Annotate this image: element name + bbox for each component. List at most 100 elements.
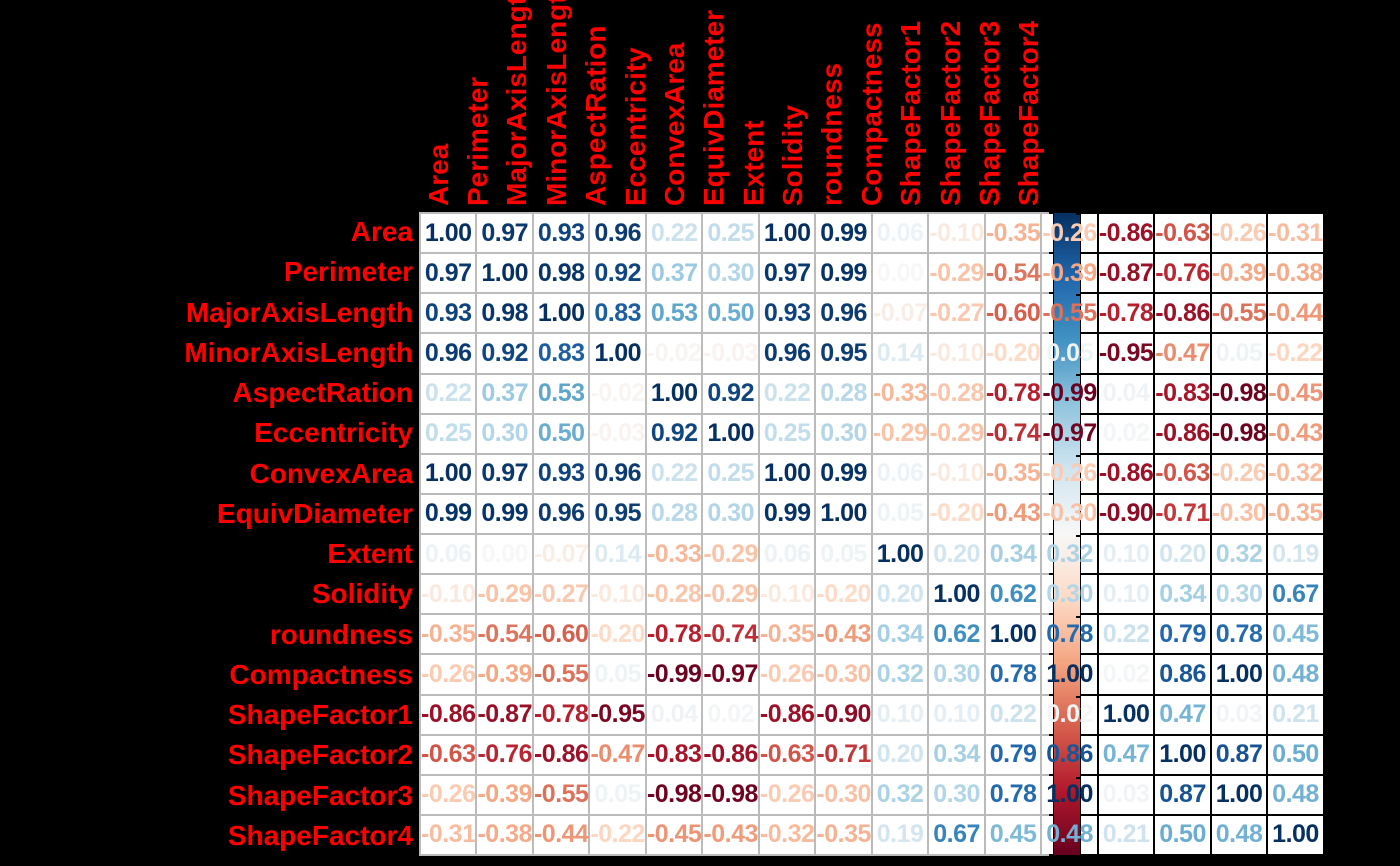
matrix-cell: -0.35 <box>985 454 1041 493</box>
matrix-cell: 0.10 <box>1098 575 1154 614</box>
matrix-cell: 0.86 <box>1042 735 1097 774</box>
correlation-value: 0.05 <box>876 499 924 528</box>
correlation-value: -0.22 <box>590 820 645 849</box>
matrix-cell: -0.86 <box>1155 294 1210 333</box>
correlation-value: -0.10 <box>590 579 645 608</box>
correlation-value: 0.22 <box>650 218 698 247</box>
correlation-value: 0.06 <box>763 539 811 568</box>
correlation-value: -0.54 <box>985 258 1041 287</box>
matrix-cell: -0.95 <box>590 695 645 734</box>
matrix-cell: -0.63 <box>759 735 815 774</box>
correlation-value: 0.97 <box>481 218 529 247</box>
correlation-value: 0.14 <box>594 539 642 568</box>
matrix-cell: 0.50 <box>533 414 589 453</box>
matrix-cell: -0.35 <box>1268 494 1323 533</box>
correlation-value: -0.98 <box>1211 419 1267 448</box>
matrix-cell: -0.07 <box>872 294 928 333</box>
matrix-cell: 0.93 <box>421 294 476 333</box>
matrix-cell: 0.34 <box>1155 575 1210 614</box>
correlation-value: 0.79 <box>1159 619 1206 648</box>
matrix-cell: -0.99 <box>1042 374 1097 413</box>
matrix-cell: 0.97 <box>477 454 532 493</box>
matrix-cell: 0.50 <box>703 294 758 333</box>
correlation-value: -0.55 <box>1042 298 1097 327</box>
correlation-value: -0.63 <box>421 740 476 769</box>
matrix-cell: 0.78 <box>985 655 1041 694</box>
matrix-cell: 0.97 <box>421 254 476 293</box>
row-label: Compactness <box>229 658 413 690</box>
matrix-cell: 0.32 <box>872 775 928 814</box>
matrix-cell: -0.99 <box>646 655 702 694</box>
matrix-cell: -0.54 <box>985 254 1041 293</box>
matrix-cell: 0.22 <box>1098 615 1154 654</box>
matrix-cell: -0.45 <box>1268 374 1323 413</box>
matrix-cell: -0.31 <box>1268 214 1323 253</box>
matrix-cell: 0.78 <box>1042 615 1097 654</box>
correlation-value: 0.19 <box>876 820 924 849</box>
correlation-value: -0.71 <box>1155 499 1210 528</box>
correlation-value: 0.45 <box>989 820 1037 849</box>
matrix-cell: 0.20 <box>872 575 928 614</box>
matrix-cell: -0.03 <box>703 334 758 373</box>
matrix-cell: 0.45 <box>1268 615 1323 654</box>
row-label: Extent <box>327 538 413 569</box>
correlation-value: -0.78 <box>646 619 702 648</box>
matrix-cell: 0.53 <box>646 294 702 333</box>
matrix-cell: 0.32 <box>1042 535 1097 574</box>
matrix-cell: 1.00 <box>1268 815 1323 854</box>
correlation-value: 0.05 <box>594 659 642 688</box>
matrix-cell: 0.10 <box>929 695 984 734</box>
correlation-value: 0.05 <box>594 780 642 809</box>
correlation-value: 0.37 <box>650 258 698 287</box>
matrix-cell: 0.06 <box>872 454 928 493</box>
matrix-cell: 0.21 <box>1098 815 1154 854</box>
matrix-cell: 0.10 <box>872 695 928 734</box>
matrix-cell: 0.95 <box>590 494 645 533</box>
matrix-cell: 0.50 <box>1268 735 1323 774</box>
matrix-cell: 0.28 <box>816 374 871 413</box>
correlation-value: -0.55 <box>1211 298 1267 327</box>
row-label: MinorAxisLength <box>184 336 413 368</box>
correlation-value: 0.50 <box>1159 820 1206 849</box>
correlation-value: -0.31 <box>421 820 476 849</box>
correlation-value: 1.00 <box>876 539 924 568</box>
correlation-value: 0.87 <box>1159 780 1206 809</box>
matrix-cell: -0.60 <box>533 615 589 654</box>
correlation-value: 0.30 <box>707 499 754 528</box>
correlation-value: -0.35 <box>985 218 1041 247</box>
matrix-cell: -0.30 <box>1211 494 1267 533</box>
correlation-value: -0.35 <box>421 619 476 648</box>
matrix-cell: -0.87 <box>477 695 532 734</box>
correlation-value: 0.03 <box>1102 780 1150 809</box>
correlation-value: -0.02 <box>646 338 702 367</box>
matrix-cell: 0.30 <box>1042 575 1097 614</box>
matrix-cell: 1.00 <box>477 254 532 293</box>
correlation-value: 0.10 <box>933 700 980 729</box>
colorbar <box>1053 212 1081 859</box>
matrix-cell: 0.96 <box>816 294 871 333</box>
correlation-value: -0.43 <box>703 820 758 849</box>
matrix-cell: -0.02 <box>590 374 645 413</box>
correlation-value: 0.78 <box>989 780 1037 809</box>
correlation-value: -0.03 <box>590 419 645 448</box>
matrix-cell: -0.54 <box>477 615 532 654</box>
correlation-value: 0.78 <box>1215 619 1263 648</box>
correlation-value: -0.45 <box>1268 379 1323 408</box>
correlation-value: 1.00 <box>1102 700 1150 729</box>
correlation-value: 0.32 <box>1215 539 1263 568</box>
correlation-value: 0.32 <box>876 780 924 809</box>
correlation-value: -0.76 <box>477 740 532 769</box>
correlation-value: 0.06 <box>424 539 472 568</box>
matrix-cell: 0.62 <box>929 615 984 654</box>
row-label: AspectRation <box>232 377 413 408</box>
matrix-cell: -0.38 <box>1268 254 1323 293</box>
matrix-cell: -0.43 <box>985 494 1041 533</box>
row-label: EquivDiameter <box>216 497 413 529</box>
matrix-cell: 0.96 <box>590 214 645 253</box>
matrix-cell: -0.44 <box>533 815 589 854</box>
correlation-value: -0.26 <box>421 780 476 809</box>
matrix-cell: -0.28 <box>646 575 702 614</box>
correlation-value: -0.03 <box>703 338 758 367</box>
matrix-cell: -0.22 <box>590 815 645 854</box>
matrix-cell: -0.07 <box>533 535 589 574</box>
